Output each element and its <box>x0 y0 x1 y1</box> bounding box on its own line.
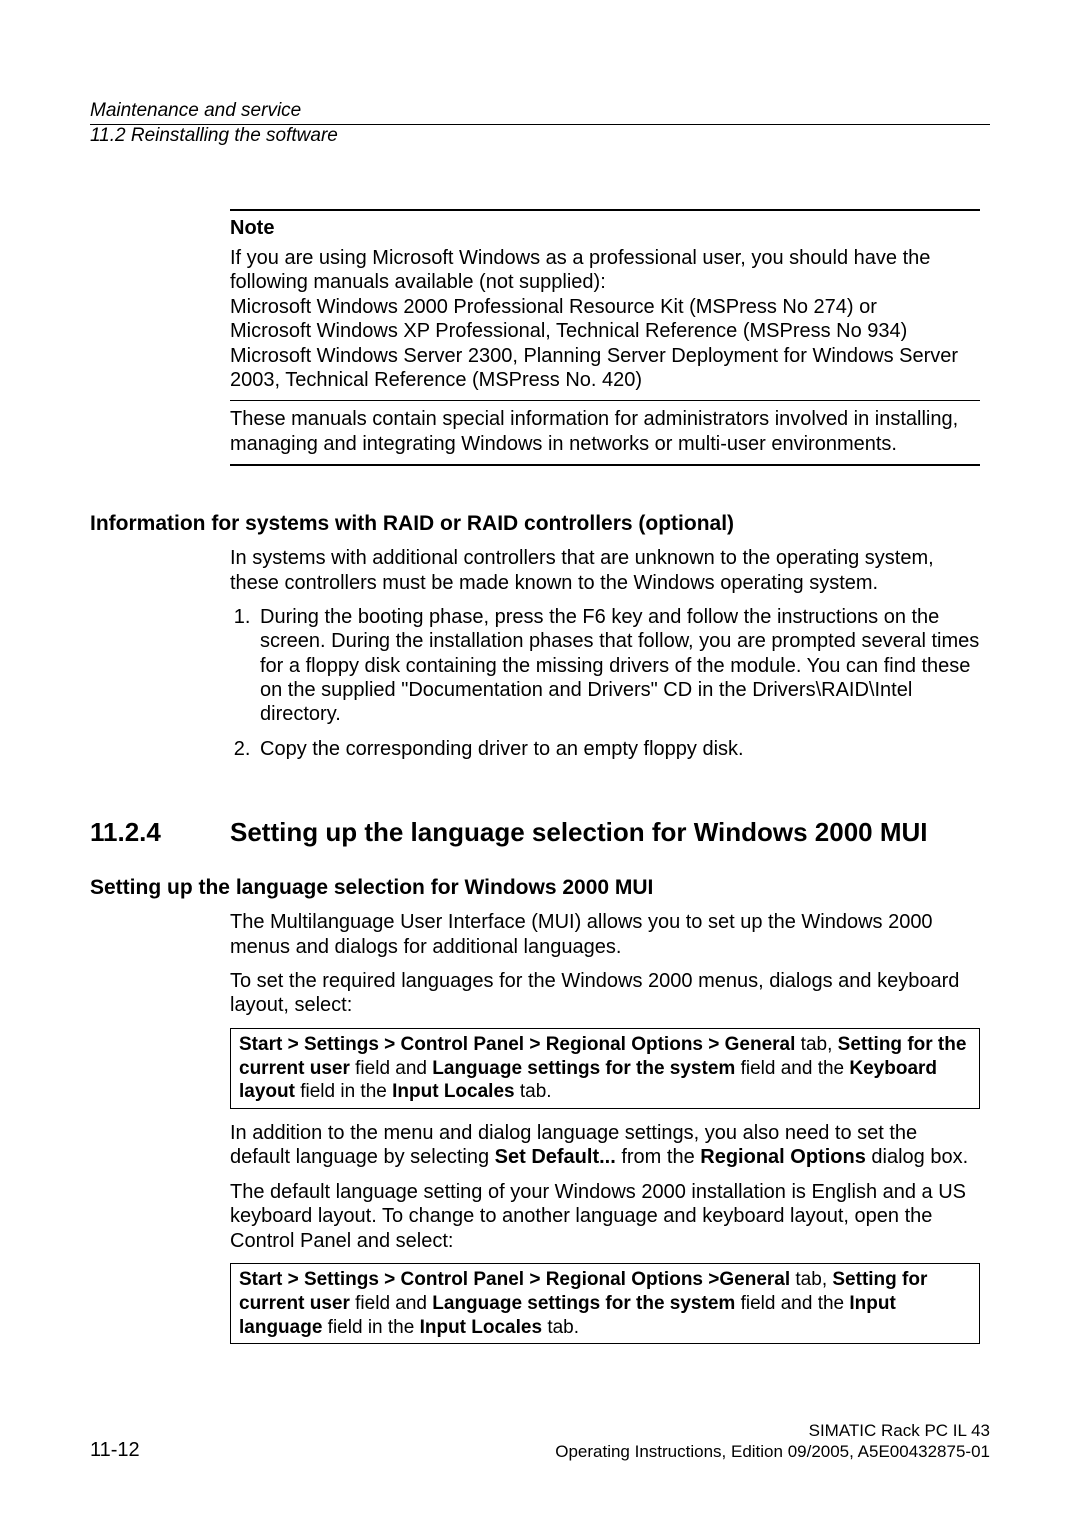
mui-paragraph: To set the required languages for the Wi… <box>230 969 980 1018</box>
note-rule-top <box>230 209 980 211</box>
box-text: tab. <box>515 1081 552 1102</box>
note-text: Microsoft Windows Server 2300, Planning … <box>230 345 958 391</box>
note-title: Note <box>230 217 980 240</box>
section-title: Setting up the language selection for Wi… <box>230 817 928 848</box>
box-bold: Input Locales <box>420 1317 542 1338</box>
box-bold: Start > Settings > Control Panel > Regio… <box>239 1034 795 1055</box>
page-number: 11-12 <box>90 1439 140 1462</box>
box-text: tab, <box>795 1034 837 1055</box>
note-rule-mid <box>230 400 980 401</box>
mui-paragraph: The default language setting of your Win… <box>230 1180 980 1253</box>
footer-line: SIMATIC Rack PC IL 43 <box>555 1420 990 1441</box>
bold-text: Regional Options <box>700 1146 866 1168</box>
box-text: field and the <box>735 1058 849 1079</box>
section-heading-row: 11.2.4 Setting up the language selection… <box>90 817 990 848</box>
box-bold: Language settings for the system <box>432 1058 735 1079</box>
footer-right: SIMATIC Rack PC IL 43 Operating Instruct… <box>555 1420 990 1463</box>
box-text: tab. <box>542 1317 579 1338</box>
mui-paragraph: The Multilanguage User Interface (MUI) a… <box>230 910 980 959</box>
page-footer: 11-12 SIMATIC Rack PC IL 43 Operating In… <box>90 1420 990 1463</box>
bold-text: Set Default... <box>495 1146 616 1168</box>
text: dialog box. <box>866 1146 968 1168</box>
text: from the <box>616 1146 700 1168</box>
box-text: field in the <box>295 1081 392 1102</box>
note-text: If you are using Microsoft Windows as a … <box>230 247 930 293</box>
list-item: During the booting phase, press the F6 k… <box>256 605 980 727</box>
box-text: field and <box>350 1293 432 1314</box>
footer-line: Operating Instructions, Edition 09/2005,… <box>555 1441 990 1462</box>
box-text: field and <box>350 1058 432 1079</box>
box-bold: Start > Settings > Control Panel > Regio… <box>239 1269 790 1290</box>
box-bold: Language settings for the system <box>432 1293 735 1314</box>
note-paragraph: If you are using Microsoft Windows as a … <box>230 246 980 392</box>
running-header-chapter: Maintenance and service <box>90 100 990 122</box>
box-text: tab, <box>790 1269 832 1290</box>
note-text: Microsoft Windows XP Professional, Techn… <box>230 320 907 342</box>
box-bold: Input Locales <box>392 1081 514 1102</box>
box-text: field in the <box>322 1317 419 1338</box>
note-rule-bottom <box>230 464 980 466</box>
list-item: Copy the corresponding driver to an empt… <box>256 737 980 761</box>
mui-heading: Setting up the language selection for Wi… <box>90 876 990 900</box>
settings-path-box: Start > Settings > Control Panel > Regio… <box>230 1263 980 1344</box>
raid-steps-list: During the booting phase, press the F6 k… <box>230 605 980 761</box>
section-number: 11.2.4 <box>90 817 230 848</box>
note-paragraph: These manuals contain special informatio… <box>230 407 980 456</box>
box-text: field and the <box>735 1293 849 1314</box>
raid-heading: Information for systems with RAID or RAI… <box>90 512 990 536</box>
raid-intro: In systems with additional controllers t… <box>230 546 980 595</box>
note-block: Note If you are using Microsoft Windows … <box>230 209 980 466</box>
note-text: Microsoft Windows 2000 Professional Reso… <box>230 296 877 318</box>
running-header-section: 11.2 Reinstalling the software <box>90 125 990 147</box>
mui-paragraph: In addition to the menu and dialog langu… <box>230 1121 980 1170</box>
settings-path-box: Start > Settings > Control Panel > Regio… <box>230 1028 980 1109</box>
